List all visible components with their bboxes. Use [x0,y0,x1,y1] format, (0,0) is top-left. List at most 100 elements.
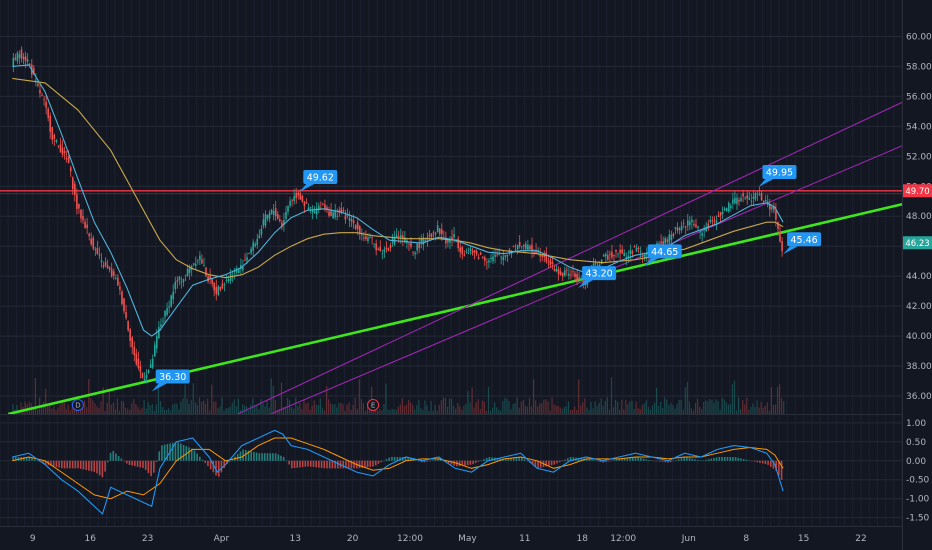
volume-bar [576,409,578,414]
volume-bar [360,399,362,414]
volume-bar [106,402,108,414]
histogram-bar [550,460,553,466]
candle-body [88,233,90,236]
volume-bar [399,404,401,414]
candle-body [547,261,550,263]
volume-bar [571,409,574,414]
histogram-bar [418,460,420,462]
histogram-bar [337,460,339,469]
volume-bar [426,405,428,414]
candle-body [457,238,459,249]
volume-bar [223,410,225,414]
histogram-bar [740,458,742,461]
volume-bar [535,400,537,414]
volume-bar [118,410,121,414]
candle-body [451,236,453,240]
volume-bar [428,410,430,414]
candle-body [22,56,25,60]
price-callout[interactable]: 36.30 [151,369,190,392]
histogram-bar [661,460,664,462]
volume-bar [92,400,94,414]
candle-body [678,228,681,231]
candle-body [358,226,361,234]
candle-body [727,203,730,212]
candle-body [192,263,195,265]
time-tick-label: 11 [519,534,530,544]
volume-bar [295,397,297,414]
histogram-bar [383,460,385,462]
volume-bar [584,398,586,414]
histogram-bar [751,460,753,462]
volume-bar [364,410,367,414]
volume-bar [32,408,34,414]
price-tick-label: 56.00 [906,92,932,102]
histogram-bar [117,455,120,461]
callout-pointer [783,246,799,255]
histogram-bar [201,459,204,461]
volume-bar [219,406,221,414]
candle-body [424,239,427,242]
channel-line[interactable] [237,101,902,414]
volume-bar [592,408,594,414]
volume-bar [680,399,682,414]
event-marker[interactable] [367,399,380,411]
candle-body [563,270,566,276]
volume-bar [528,397,531,414]
histogram-bar [315,460,317,468]
time-tick-label: Jun [681,534,696,544]
volume-bar [520,401,522,414]
histogram-bar [155,460,158,463]
candle-body [371,237,373,239]
event-marker[interactable] [71,399,84,411]
candle-body [410,242,412,247]
price-tick-label: 44.00 [906,272,932,282]
volume-bar [451,398,453,414]
histogram-bar [312,460,315,468]
candle-body [629,250,632,255]
candle-body [473,250,476,253]
price-callout[interactable]: 45.46 [783,232,822,255]
volume-bar [137,407,139,414]
histogram-bar [483,459,485,461]
candle-body [555,268,558,272]
histogram-bar [258,453,261,461]
oscillator-axis[interactable]: 1.00 0.50 0.00 -0.50 -1.00 -1.50 [906,419,930,524]
volume-bar [328,399,330,414]
callout-label: 49.95 [766,168,793,179]
price-callout[interactable]: 44.65 [643,244,682,267]
histogram-bar [31,458,33,461]
price-callouts[interactable]: 36.30 49.62 43.20 44.65 49.95 45.46 [151,165,822,392]
histogram-bar [477,460,480,462]
histogram-bar [174,442,177,461]
candle-body [668,234,671,244]
histogram-bar [196,453,198,461]
time-axis[interactable]: 9 16 23 Apr 13 20 12:00 May 11 18 12:00 Jun 8 15 22 [30,534,867,544]
histogram-bar [572,457,575,461]
candle-body [730,206,732,209]
histogram-bar [280,455,282,461]
volume-bar [410,402,412,414]
volume-bar [260,399,262,414]
time-tick-label: 15 [798,534,809,544]
candle-body [699,231,701,233]
volume-bar [184,384,186,414]
volume-bar [422,409,424,414]
candle-body [217,286,220,295]
candle-body [551,261,554,265]
candle-body [53,134,56,139]
volume-bar [309,409,311,414]
candle-body [283,220,285,225]
price-callout[interactable]: 43.20 [578,266,617,289]
price-tag-label: 46.23 [905,239,929,249]
histogram-bar [393,456,396,461]
histogram-bar [131,460,133,466]
price-tick-label: 60.00 [906,32,932,42]
volume-bar [733,380,736,414]
volume-bar [344,410,346,414]
price-callout[interactable]: 49.62 [299,169,338,192]
candle-body [233,270,236,273]
price-callout[interactable]: 49.95 [758,165,797,188]
volume-bar [86,407,88,414]
